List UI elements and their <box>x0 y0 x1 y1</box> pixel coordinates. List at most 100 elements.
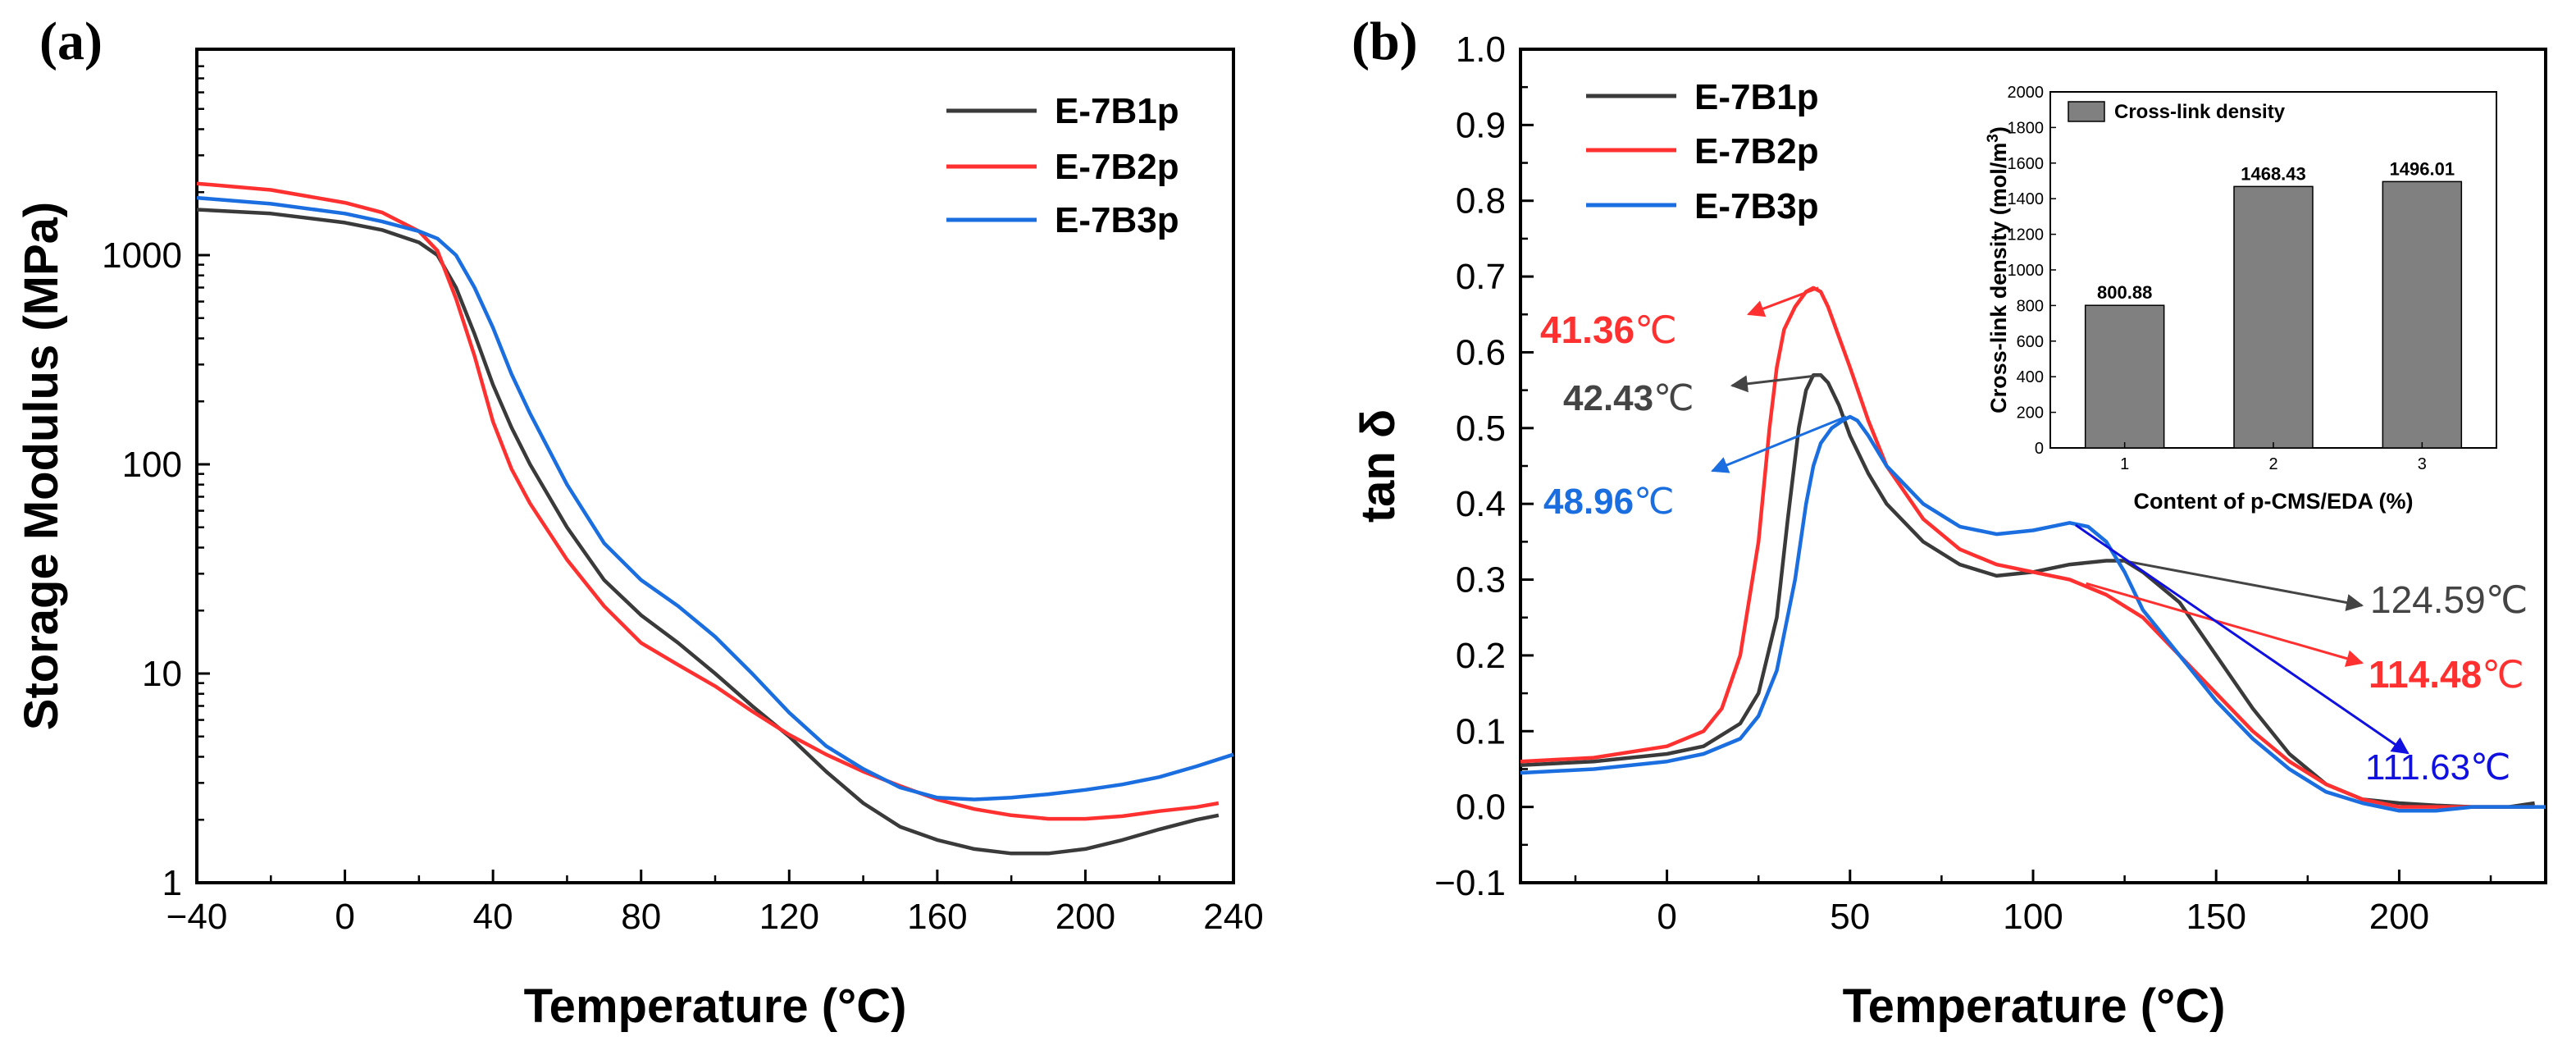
panel-b-label: (b) <box>1352 11 1418 71</box>
annotation-unit: ℃ <box>1653 378 1694 418</box>
legend-a-label-b3: E-7B3p <box>1055 200 1179 240</box>
a-x-tick-label: 80 <box>621 897 661 937</box>
panel-b-y-axis-title: tan δ <box>1352 409 1405 523</box>
b-x-tick-label: 200 <box>2369 897 2429 937</box>
inset-y-title-sup: 3 <box>1985 134 2002 143</box>
panel-a-x-axis-title: Temperature (°C) <box>524 980 907 1033</box>
inset-legend: Cross-link density <box>2068 101 2286 123</box>
annotation-value: 41.36 <box>1540 308 1635 351</box>
a-x-tick-label: 0 <box>335 897 354 937</box>
inset-y-title-main: Cross-link density (mol/m <box>1986 143 2011 413</box>
inset-bar <box>2233 185 2314 449</box>
b-x-tick-label: 150 <box>2186 897 2246 937</box>
b-y-tick-label: 0.2 <box>1456 636 1506 676</box>
annotation-arrow-hump-b3 <box>2075 523 2410 755</box>
legend-b-label-b3: E-7B3p <box>1694 186 1819 226</box>
inset-y-tick-label: 800 <box>2017 297 2044 315</box>
inset-y-tick-label: 2000 <box>2008 84 2045 102</box>
b-x-tick-label: 100 <box>2003 897 2063 937</box>
b-y-tick-label: 0.0 <box>1456 788 1506 828</box>
annotation-unit: ℃ <box>1635 308 1677 351</box>
panel-a-label: (a) <box>39 11 103 71</box>
inset-y-tick-label: 1400 <box>2008 190 2045 208</box>
inset-bar-value-label: 1496.01 <box>2390 158 2455 179</box>
panel-a-legend: E-7B1p E-7B2p E-7B3p <box>946 91 1179 240</box>
inset-bar <box>2382 180 2463 449</box>
b-y-tick-label: 0.6 <box>1456 332 1506 372</box>
annotation-arrow-peak-b3 <box>1711 415 1847 473</box>
b-x-tick-label: 0 <box>1657 897 1676 937</box>
inset-y-tick-label: 600 <box>2017 333 2044 351</box>
a-y-tick-label: 1000 <box>102 235 182 276</box>
legend-a-label-b2: E-7B2p <box>1055 147 1179 187</box>
annotation-unit: ℃ <box>2470 747 2510 788</box>
a-x-tick-label: 200 <box>1055 897 1115 937</box>
legend-b-label-b2: E-7B2p <box>1694 131 1819 171</box>
inset-legend-label: Cross-link density <box>2114 101 2286 123</box>
inset-chart: 0 200 400 600 800 1000 1200 1400 1600 1800 2000 800… <box>1985 84 2497 514</box>
b-y-tick-label: 0.9 <box>1456 105 1506 145</box>
annotation-arrow-hump-b2 <box>2086 582 2364 667</box>
inset-y-title-end: ) <box>1986 126 2011 134</box>
annotation-value: 48.96 <box>1543 482 1634 522</box>
b-y-tick-label: 0.7 <box>1456 257 1506 297</box>
panel-b-x-axis-title: Temperature (°C) <box>1843 980 2226 1033</box>
a-x-tick-label: 120 <box>759 897 819 937</box>
b-y-tick-label: 0.5 <box>1456 409 1506 449</box>
panel-a: (a) −40 0 40 80 120 160 200 240 1 10 100 1000 Tempe… <box>15 11 1264 1033</box>
a-y-tick-label: 100 <box>122 445 182 485</box>
annotation-label-hump-b3: 111.63℃ <box>2365 747 2510 788</box>
a-x-tick-label: 40 <box>473 897 513 937</box>
inset-y-tick-label: 1600 <box>2008 155 2045 173</box>
inset-x-axis-title: Content of p-CMS/EDA (%) <box>2134 489 2414 514</box>
annotation-unit: ℃ <box>1634 482 1674 522</box>
b-y-tick-label: 0.4 <box>1456 484 1506 524</box>
inset-y-tick-label: 0 <box>2035 440 2044 458</box>
b-y-tick-label: −0.1 <box>1434 863 1506 903</box>
b-x-tick-label: 50 <box>1830 897 1870 937</box>
inset-y-tick-label: 1200 <box>2008 226 2045 244</box>
annotation-unit: ℃ <box>2482 653 2524 696</box>
panel-b-legend: E-7B1p E-7B2p E-7B3p <box>1586 77 1819 226</box>
b-y-tick-label: 1.0 <box>1456 30 1506 70</box>
annotation-label-hump-b2: 114.48℃ <box>2369 653 2524 696</box>
panel-b-series <box>1520 285 2546 813</box>
inset-y-tick-label: 400 <box>2017 368 2044 386</box>
annotation-label-peak-b3: 48.96℃ <box>1543 482 1675 522</box>
inset-bar <box>2084 304 2165 449</box>
annotation-value: 124.59 <box>2370 578 2486 621</box>
annotation-label-hump-b1: 124.59℃ <box>2370 578 2528 621</box>
inset-y-tick-label: 1800 <box>2008 119 2045 137</box>
a-y-tick-label: 1 <box>162 863 182 903</box>
b-series-line-e-7b3p <box>1520 414 2546 813</box>
a-x-tick-label: 160 <box>907 897 967 937</box>
inset-y-tick-label: 1000 <box>2008 262 2045 280</box>
inset-y-axis-title: Cross-link density (mol/m3) <box>1985 126 2011 413</box>
annotation-unit: ℃ <box>2486 578 2528 621</box>
annotation-value: 111.63 <box>2365 747 2470 788</box>
panel-a-series <box>196 181 1234 856</box>
a-series-line-e-7b3p <box>196 195 1234 802</box>
legend-b-label-b1: E-7B1p <box>1694 77 1819 117</box>
annotation-arrow-peak-b2 <box>1747 286 1819 317</box>
inset-y-tick-label: 200 <box>2017 404 2044 422</box>
inset-content: 0 200 400 600 800 1000 1200 1400 1600 1800 2000 800… <box>2008 84 2463 473</box>
b-y-tick-label: 0.8 <box>1456 181 1506 222</box>
annotation-value: 114.48 <box>2369 653 2482 696</box>
annotation-value: 42.43 <box>1563 378 1653 418</box>
b-y-tick-label: 0.1 <box>1456 711 1506 751</box>
inset-legend-swatch <box>2068 101 2105 122</box>
a-y-tick-label: 10 <box>142 654 182 694</box>
a-x-tick-label: 240 <box>1203 897 1263 937</box>
panel-a-axes: −40 0 40 80 120 160 200 240 1 10 100 1000 <box>102 65 1264 937</box>
annotation-arrow-peak-b1 <box>1730 373 1823 393</box>
a-x-tick-label: −40 <box>166 897 228 937</box>
a-series-line-e-7b2p <box>196 181 1220 821</box>
a-series-line-e-7b1p <box>196 208 1220 856</box>
panel-b: (b) 0 50 100 150 200 −0.1 0.0 0.1 0.2 0.3 0.4 0.5 0.… <box>1352 11 2547 1033</box>
panel-a-y-axis-title: Storage Modulus (MPa) <box>15 202 68 730</box>
legend-a-label-b1: E-7B1p <box>1055 91 1179 131</box>
inset-bar-value-label: 800.88 <box>2097 282 2152 303</box>
